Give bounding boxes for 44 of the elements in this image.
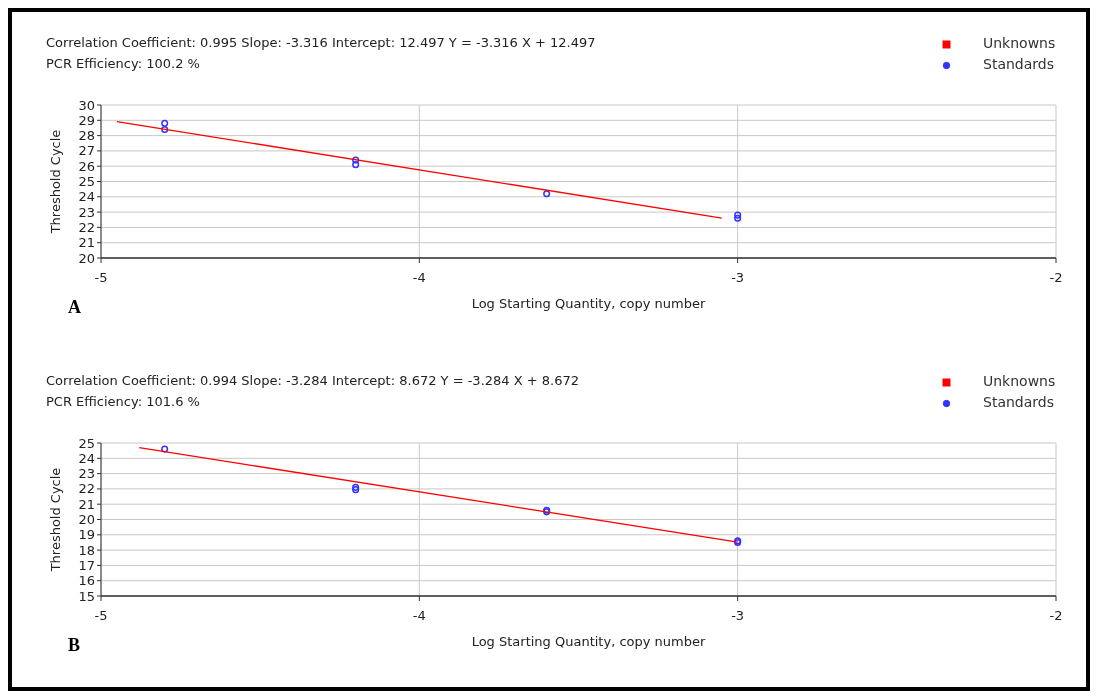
y-tick-label: 23 [78,466,95,482]
legend-label: Unknowns [983,373,1056,389]
y-axis-title: Threshold Cycle [48,129,63,235]
x-tick-label: -3 [731,270,745,285]
y-tick-label: 28 [78,128,95,144]
text: A [68,297,81,317]
text: PCR Efficiency: 100.2 % [46,56,200,71]
x-axis-title: Log Starting Quantity, copy number [471,296,707,311]
x-tick-label: -2 [1049,608,1063,623]
y-tick-label: 21 [78,496,95,512]
y-tick-label: 18 [78,542,95,558]
x-tick-label: -5 [94,608,108,623]
y-tick-label: 17 [78,557,95,573]
y-tick-label: 19 [78,527,95,543]
y-tick-label: 21 [78,235,95,251]
y-tick-label: 23 [78,204,95,220]
y-tick-label: 30 [78,97,95,113]
y-axis-title: Threshold Cycle [48,467,63,573]
x-tick-label: -4 [412,608,426,623]
x-tick-label: -5 [94,270,108,285]
y-tick-label: 22 [78,481,95,497]
legend-label: Unknowns [983,35,1056,51]
text: B [68,635,81,655]
legend-label: Standards [983,394,1054,410]
y-tick-label: 24 [78,450,95,466]
y-tick-label: 29 [78,112,95,128]
x-tick-label: -4 [412,270,426,285]
y-tick-label: 22 [78,219,95,235]
x-tick-label: -3 [731,608,745,623]
text: Correlation Coefficient: 0.994 Slope: -3.284 Intercept: 8.672 Y = -3.284 X + 8.672 [46,373,579,388]
x-axis-title: Log Starting Quantity, copy number [471,634,707,649]
y-tick-label: 24 [78,189,95,205]
text: PCR Efficiency: 101.6 % [46,394,200,409]
y-tick-label: 25 [78,174,95,190]
y-tick-label: 25 [78,435,95,451]
legend-label: Standards [983,56,1054,72]
y-tick-label: 27 [78,143,95,159]
text: Correlation Coefficient: 0.995 Slope: -3.316 Intercept: 12.497 Y = -3.316 X + 12.497 [46,35,596,50]
y-tick-label: 20 [78,250,95,266]
y-tick-label: 26 [78,158,95,174]
y-tick-label: 20 [78,512,95,528]
y-tick-label: 15 [78,588,95,604]
x-tick-label: -2 [1049,270,1063,285]
y-tick-label: 16 [78,573,95,589]
